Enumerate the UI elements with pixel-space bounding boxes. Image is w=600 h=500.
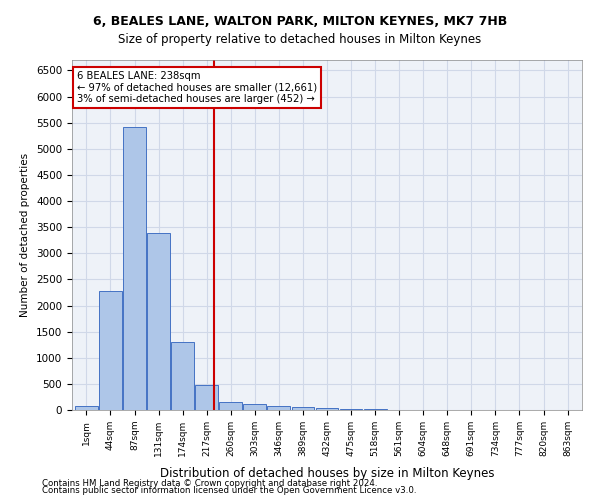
X-axis label: Distribution of detached houses by size in Milton Keynes: Distribution of detached houses by size … bbox=[160, 467, 494, 480]
Bar bbox=[340, 409, 362, 410]
Bar bbox=[147, 234, 170, 410]
Bar bbox=[123, 127, 146, 410]
Text: Contains public sector information licensed under the Open Government Licence v3: Contains public sector information licen… bbox=[42, 486, 416, 495]
Bar bbox=[316, 408, 338, 410]
Text: 6 BEALES LANE: 238sqm
← 97% of detached houses are smaller (12,661)
3% of semi-d: 6 BEALES LANE: 238sqm ← 97% of detached … bbox=[77, 70, 317, 104]
Bar bbox=[75, 406, 98, 410]
Text: Size of property relative to detached houses in Milton Keynes: Size of property relative to detached ho… bbox=[118, 32, 482, 46]
Bar bbox=[195, 385, 218, 410]
Text: 6, BEALES LANE, WALTON PARK, MILTON KEYNES, MK7 7HB: 6, BEALES LANE, WALTON PARK, MILTON KEYN… bbox=[93, 15, 507, 28]
Y-axis label: Number of detached properties: Number of detached properties bbox=[20, 153, 31, 317]
Bar bbox=[171, 342, 194, 410]
Bar bbox=[268, 406, 290, 410]
Bar bbox=[292, 408, 314, 410]
Bar bbox=[220, 402, 242, 410]
Text: Contains HM Land Registry data © Crown copyright and database right 2024.: Contains HM Land Registry data © Crown c… bbox=[42, 478, 377, 488]
Bar bbox=[244, 404, 266, 410]
Bar bbox=[99, 292, 122, 410]
